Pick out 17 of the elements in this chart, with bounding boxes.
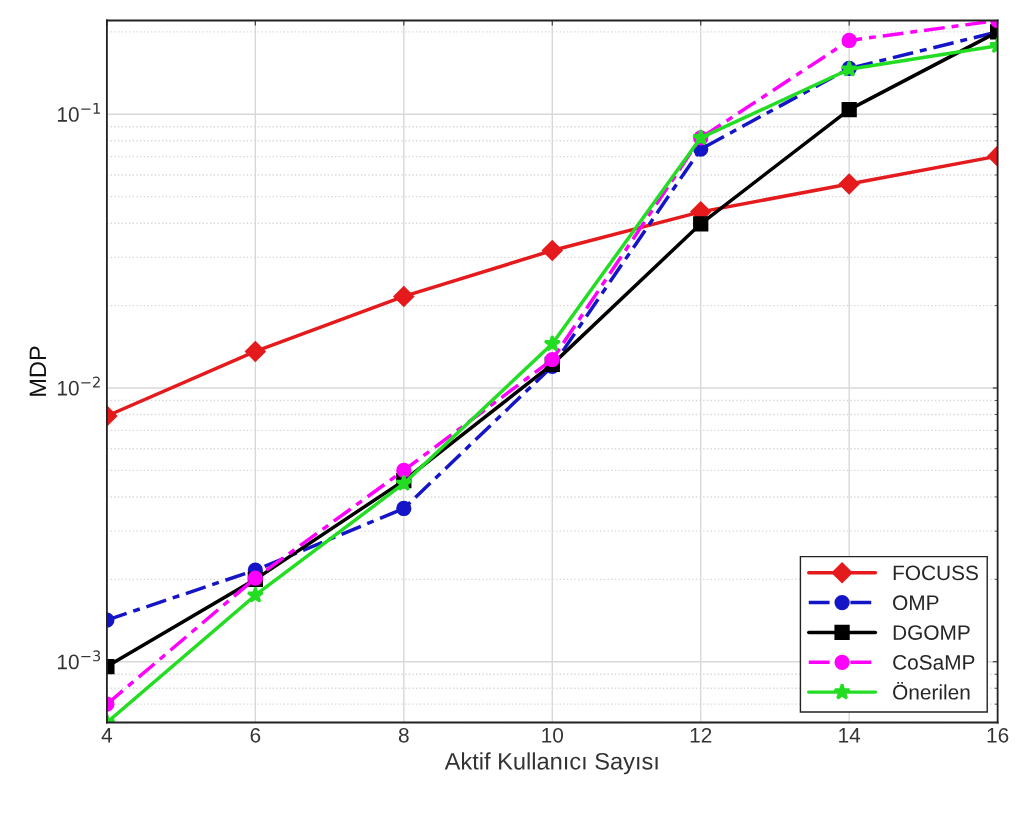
x-tick-label: 4	[101, 728, 113, 743]
y-axis-title: MDP	[29, 346, 46, 396]
legend-label: CoSaMP	[893, 655, 975, 670]
legend-label: DGOMP	[893, 625, 970, 640]
x-tick-label: 16	[987, 727, 1009, 743]
x-axis-title: Aktif Kullanıcı Sayısı	[444, 752, 658, 775]
x-tick-label: 14	[839, 728, 861, 743]
legend-label: OMP	[893, 595, 939, 611]
y-tick-label: 10$^{−2}$	[57, 376, 100, 396]
x-tick-label: 10	[542, 727, 564, 743]
x-tick-label: 8	[398, 727, 409, 743]
y-tick-label: 10$^{−3}$	[57, 650, 101, 670]
x-tick-label: 6	[250, 727, 261, 743]
legend-label: FOCUSS	[893, 565, 978, 581]
y-tick-label: 10$^{−1}$	[57, 103, 100, 122]
x-tick-label: 12	[690, 727, 712, 743]
legend-label: Önerilen	[893, 681, 970, 700]
